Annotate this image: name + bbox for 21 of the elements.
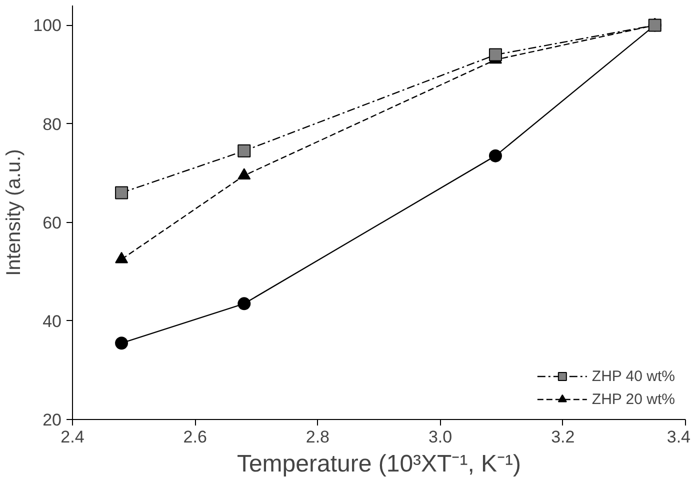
point: [115, 336, 128, 350]
x-tick-label: 2.8: [306, 428, 330, 446]
y-tick-label: 80: [42, 114, 62, 134]
x-tick-label: 2.4: [60, 428, 84, 446]
y-tick-label: 60: [42, 213, 62, 232]
legend-label: ZHP 20 wt%: [592, 390, 675, 408]
point: [488, 48, 502, 62]
y-tick-label: 20: [42, 410, 62, 430]
x-axis-title: Temperature (10³XT⁻¹, K⁻¹): [236, 450, 522, 478]
point: [115, 186, 128, 200]
y-tick-label: 100: [33, 16, 62, 36]
x-tick-label: 3.2: [551, 428, 575, 446]
x-tick-label: 2.6: [183, 428, 207, 446]
y-tick-label: 40: [42, 312, 62, 331]
point: [488, 149, 502, 162]
point: [238, 297, 251, 310]
point: [238, 144, 251, 158]
y-axis-title: Intensity (a.u.): [3, 149, 26, 276]
x-tick-label: 3.0: [428, 428, 452, 446]
legend-label: ZHP 40 wt%: [592, 368, 675, 384]
x-tick-label: 3.4: [666, 428, 691, 446]
